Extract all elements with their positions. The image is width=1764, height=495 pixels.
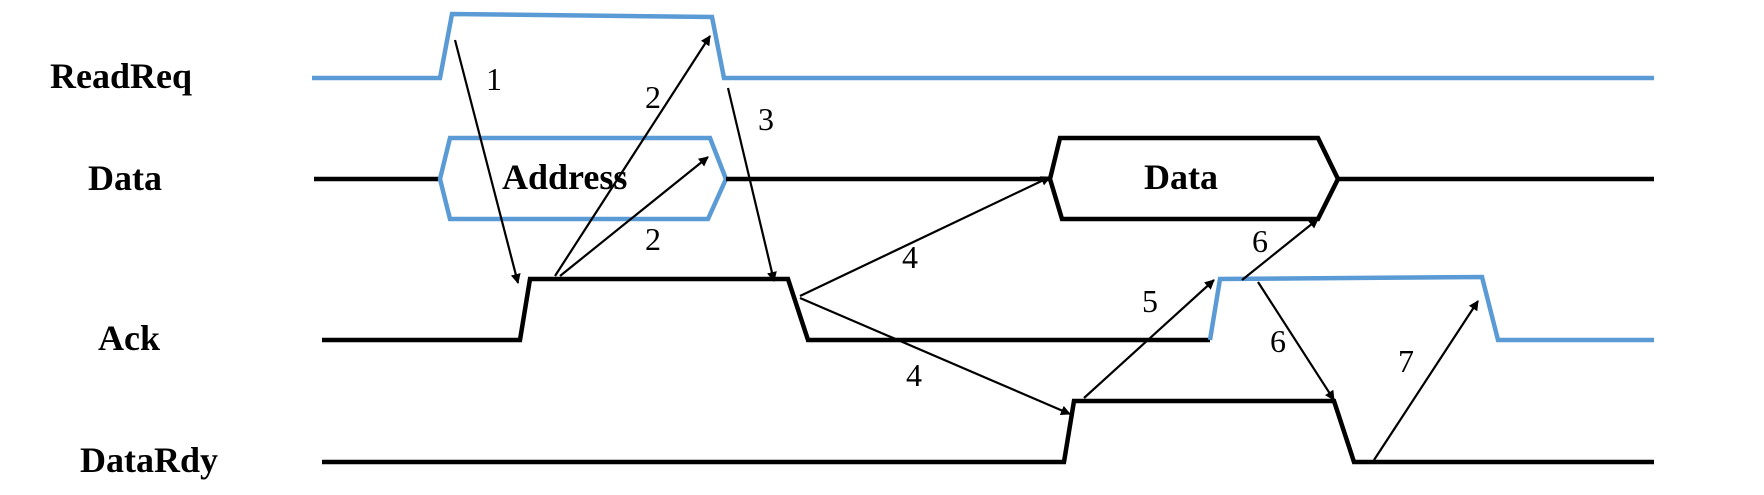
datardy-waveform: [322, 398, 1654, 465]
signal-label-readreq: ReadReq: [50, 56, 192, 96]
ack-waveform-responder: [322, 276, 1210, 343]
arrow-step-6-datardy: [1257, 281, 1335, 401]
ack-waveform-requester: [1207, 274, 1654, 343]
arrow-step-3: [726, 87, 777, 282]
arrow-step-1: [453, 39, 521, 284]
step-number-2-lower: 2: [645, 221, 661, 257]
data-bus-value: Data: [1144, 157, 1218, 197]
step-number-6-upper: 6: [1252, 223, 1268, 259]
step-number-1: 1: [486, 61, 502, 97]
arrow-step-7: [1373, 300, 1479, 461]
signal-label-data: Data: [88, 158, 162, 198]
address-bus-value: Address: [502, 157, 627, 197]
arrow-step-2-address: [559, 156, 709, 277]
step-number-4-lower: 4: [906, 357, 922, 393]
step-number-7: 7: [1398, 343, 1414, 379]
step-number-3: 3: [758, 101, 774, 137]
arrow-step-4-datardy: [799, 296, 1071, 416]
step-number-2-upper: 2: [645, 79, 661, 115]
arrow-step-2-readreq: [554, 35, 711, 277]
arrow-step-6-data: [1241, 218, 1319, 281]
step-number-6-lower: 6: [1270, 323, 1286, 359]
signal-label-ack: Ack: [98, 318, 160, 358]
arrow-step-4-data: [799, 176, 1051, 297]
step-number-5: 5: [1142, 283, 1158, 319]
arrow-step-5: [1083, 279, 1215, 399]
step-number-4-upper: 4: [902, 239, 918, 275]
readreq-waveform: [312, 11, 1654, 81]
signal-label-datardy: DataRdy: [80, 440, 218, 480]
